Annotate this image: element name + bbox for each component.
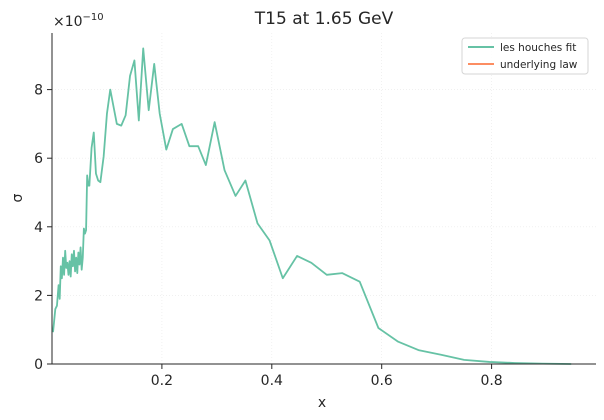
y-tick-label: 8 [34,83,43,99]
y-offset-label: ×10−10 [53,12,104,30]
series-line-les-houches-fit [52,47,572,365]
y-tick-label: 2 [34,288,43,304]
y-axis-label: σ [10,193,26,202]
x-tick-label: 0.4 [261,373,283,389]
x-ticks: 0.2 0.4 0.6 0.8 [151,364,503,389]
chart-title: T15 at 1.65 GeV [254,9,394,29]
y-tick-label: 4 [34,220,43,236]
y-tick-label: 0 [34,357,43,373]
legend-label-underlying-law: underlying law [500,59,578,71]
y-offset-exponent: −10 [83,12,104,23]
x-tick-label: 0.2 [151,373,173,389]
grid [52,33,596,364]
y-ticks: 0 2 4 6 8 [34,83,52,373]
legend-label-les-houches-fit: les houches fit [500,42,576,54]
x-tick-label: 0.8 [480,373,502,389]
y-offset-base: ×10 [53,14,83,30]
axes [51,33,596,365]
x-axis-label: x [318,395,326,411]
x-tick-label: 0.6 [371,373,393,389]
y-tick-label: 6 [34,151,43,167]
legend: les houches fit underlying law [461,37,589,75]
